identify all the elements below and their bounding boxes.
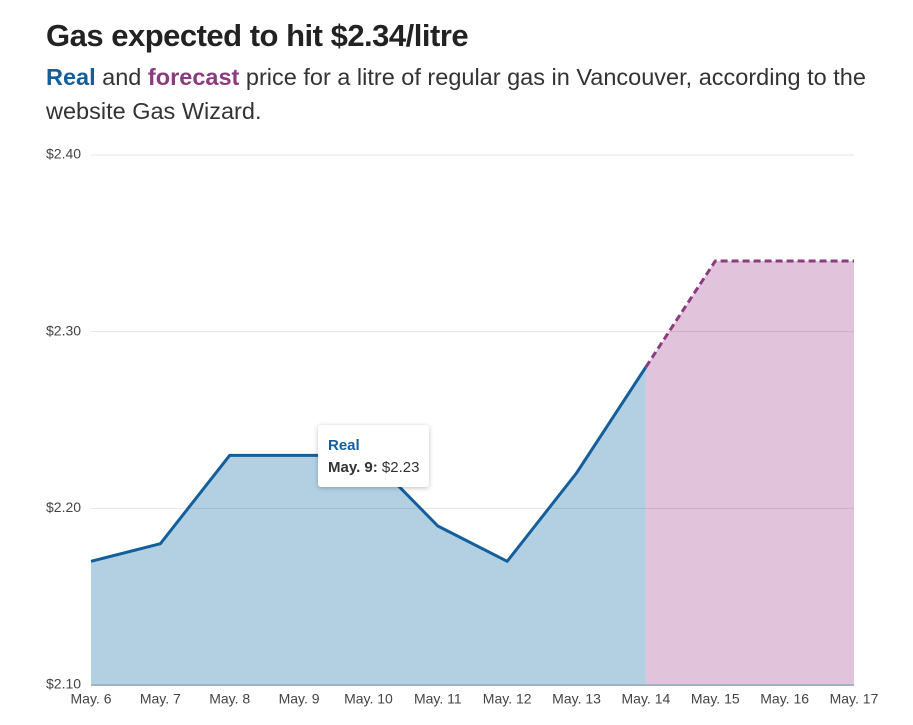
x-tick-label: May. 10 <box>344 691 393 707</box>
tooltip-title: Real <box>328 437 360 454</box>
y-tick-label: $2.20 <box>46 499 81 515</box>
subtitle-text: price for a litre of regular gas in Vanc… <box>46 64 866 124</box>
x-tick-label: May. 16 <box>760 691 809 707</box>
subtitle-real: Real <box>46 64 96 90</box>
tooltip: Real May. 9: $2.23 <box>318 425 430 487</box>
tooltip-value: $2.23 <box>381 459 420 476</box>
x-tick-label: May. 13 <box>552 691 601 707</box>
x-tick-label: May. 12 <box>483 691 532 707</box>
x-tick-label: May. 8 <box>209 691 250 707</box>
subtitle-forecast: forecast <box>147 64 240 90</box>
chart-title: Gas expected to hit $2.34/litre <box>46 18 469 53</box>
y-tick-label: $2.30 <box>46 322 81 338</box>
x-tick-label: May. 9 <box>279 691 320 707</box>
x-tick-label: May. 6 <box>71 691 112 707</box>
x-tick-label: May. 15 <box>691 691 740 707</box>
x-tick-label: May. 14 <box>622 691 671 707</box>
x-tick-label: May. 17 <box>830 691 879 707</box>
x-tick-label: May. 7 <box>140 691 181 707</box>
x-tick-label: May. 11 <box>414 691 462 707</box>
tooltip-label: May. 9: <box>328 459 378 476</box>
y-tick-label: $2.10 <box>46 676 81 692</box>
area <box>645 261 854 685</box>
area <box>91 367 646 685</box>
y-tick-label: $2.40 <box>46 146 81 162</box>
subtitle-text: and <box>95 64 148 90</box>
chart-subtitle: Real and forecast price for a litre of r… <box>46 60 876 128</box>
